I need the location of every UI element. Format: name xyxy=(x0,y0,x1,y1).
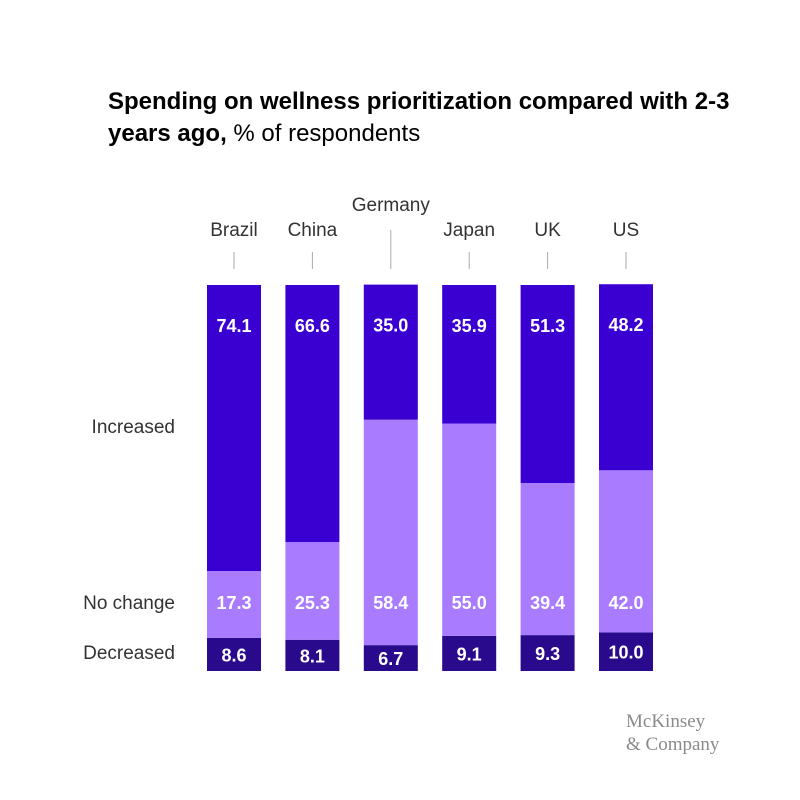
value-label-us-no-change: 42.0 xyxy=(608,593,643,613)
logo-line-2: & Company xyxy=(626,734,720,755)
bar-segment-brazil-decreased xyxy=(207,637,261,671)
value-label-germany-no-change: 58.4 xyxy=(373,593,408,613)
bar-segment-us-decreased xyxy=(599,632,653,671)
bar-segment-japan-decreased xyxy=(442,635,497,671)
category-label-japan: Japan xyxy=(443,220,495,241)
bar-segment-brazil-increased xyxy=(207,285,261,572)
series-label-decreased: Decreased xyxy=(83,643,175,664)
bar-segment-china-decreased xyxy=(285,639,340,671)
value-label-china-no-change: 25.3 xyxy=(295,593,330,613)
value-label-brazil-no-change: 17.3 xyxy=(216,593,251,613)
value-label-germany-increased: 35.0 xyxy=(373,316,408,336)
bar-segment-china-increased xyxy=(285,285,340,543)
value-label-brazil-increased: 74.1 xyxy=(216,316,251,336)
value-label-us-decreased: 10.0 xyxy=(608,643,643,663)
chart-title-unit: % of respondents xyxy=(226,120,421,147)
category-label-china: China xyxy=(288,220,338,241)
bar-segment-germany-no-change xyxy=(363,419,418,646)
logo-line-1: McKinsey xyxy=(626,711,706,732)
value-label-us-increased: 48.2 xyxy=(608,315,643,335)
bar-segment-germany-increased xyxy=(363,284,418,420)
value-label-uk-increased: 51.3 xyxy=(530,316,565,336)
value-label-uk-decreased: 9.3 xyxy=(535,644,560,664)
bar-segment-japan-increased xyxy=(442,285,497,424)
category-label-uk: UK xyxy=(534,220,561,241)
series-label-no-change: No change xyxy=(83,593,175,614)
chart-title: Spending on wellness prioritization comp… xyxy=(108,86,768,150)
bar-segment-uk-decreased xyxy=(520,635,575,671)
bar-segment-brazil-no-change xyxy=(207,571,261,638)
category-label-germany: Germany xyxy=(352,195,431,216)
value-label-china-decreased: 8.1 xyxy=(300,646,325,666)
mckinsey-logo: McKinsey & Company xyxy=(626,710,719,756)
value-label-brazil-decreased: 8.6 xyxy=(221,645,246,665)
bar-segment-uk-increased xyxy=(520,285,575,484)
bar-segment-japan-no-change xyxy=(442,423,497,636)
bar-segment-us-increased xyxy=(599,284,653,471)
value-label-uk-no-change: 39.4 xyxy=(530,593,565,613)
series-label-increased: Increased xyxy=(92,417,175,438)
category-label-us: US xyxy=(613,220,639,241)
category-label-brazil: Brazil xyxy=(210,220,258,241)
value-label-japan-increased: 35.9 xyxy=(452,316,487,336)
value-label-japan-no-change: 55.0 xyxy=(452,593,487,613)
value-label-germany-decreased: 6.7 xyxy=(378,649,403,669)
bar-segment-uk-no-change xyxy=(520,483,575,636)
value-label-china-increased: 66.6 xyxy=(295,316,330,336)
chart-title-main: Spending on wellness prioritization comp… xyxy=(108,88,730,147)
bar-segment-china-no-change xyxy=(285,542,340,640)
value-label-japan-decreased: 9.1 xyxy=(457,644,482,664)
bar-segment-us-no-change xyxy=(599,470,653,633)
bar-segment-germany-decreased xyxy=(363,645,418,671)
